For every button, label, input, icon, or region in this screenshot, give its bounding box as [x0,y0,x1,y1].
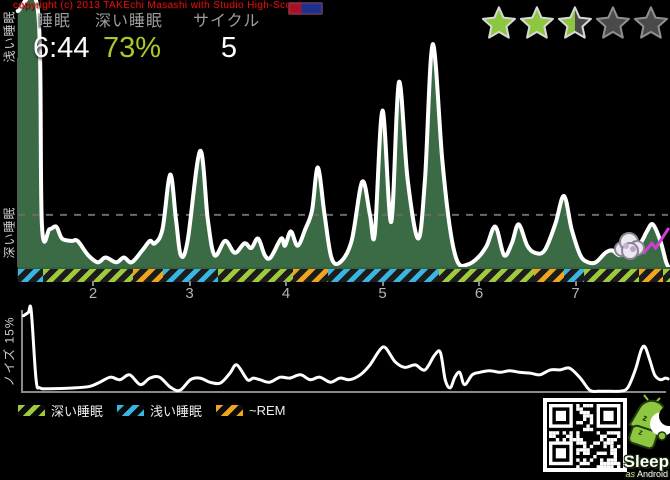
phase-segment-rem [534,269,564,282]
stat-deep-label: 深い睡眠 [95,13,164,30]
qr-code [543,398,627,472]
publisher-badge [288,2,323,15]
y-axis-light-sleep-label: 浅い睡眠 [2,10,17,63]
stat-sleep-value: 6:44 [33,32,90,64]
legend-item-rem: ~REM [216,403,286,418]
x-tick-label: 7 [571,285,580,302]
x-tick-label: 4 [281,285,291,302]
logo-subtitle: as Android [625,469,668,479]
sleep-as-android-logo: zz [628,394,670,450]
star-icon[interactable] [519,6,554,39]
x-tick [188,281,191,286]
star-icon[interactable] [481,6,516,39]
phase-segment-rem [292,269,329,282]
x-tick-label: 6 [474,285,484,302]
legend-rem-label: ~REM [249,403,286,418]
x-tick [92,281,94,286]
legend-item-light: 浅い睡眠 [117,401,202,420]
x-tick [381,281,384,286]
light-sleep-swatch-icon [117,405,145,416]
x-tick-label: 2 [88,285,98,302]
star-icon[interactable] [633,6,668,39]
logo-title: Sleep [623,452,669,471]
phase-segment-deep [584,269,640,282]
svg-text:z: z [637,427,644,437]
phase-segment-light [163,269,219,282]
deep-sleep-swatch-icon [18,405,45,416]
svg-text:z: z [641,412,649,423]
y-axis-deep-sleep-label: 深い睡眠 [2,206,17,259]
legend-light-label: 浅い睡眠 [150,404,203,419]
copyright-text: copyright (c) 2013 TAKEchi Masashi with … [13,0,302,11]
x-tick [574,281,577,286]
stat-cycles-value: 5 [220,32,238,64]
legend: 深い睡眠 浅い睡眠 ~REM [18,401,286,420]
phase-segment-rem [132,269,164,282]
x-tick [478,281,480,286]
x-tick [285,281,287,286]
phase-segment-light [17,269,43,282]
stat-cycles-label: サイクル [193,13,261,30]
stat-cycles: サイクル 5 [193,7,265,65]
star-rating[interactable] [481,3,670,48]
phase-segment-light [563,269,585,282]
legend-item-deep: 深い睡眠 [18,401,103,420]
star-icon[interactable] [595,6,630,39]
legend-deep-label: 深い睡眠 [51,404,104,419]
phase-segment-rem [639,269,664,282]
x-tick-label: 3 [185,285,194,302]
stat-sleep-label: 睡眠 [37,13,72,30]
phase-segment-deep [42,269,133,282]
star-icon[interactable] [557,6,592,39]
phase-segment-deep [439,269,534,282]
phase-segment-deep [663,269,670,282]
stat-sleep-duration: 睡眠 6:44 [33,7,89,65]
phase-segment-light [328,269,440,282]
stat-deep-value: 73% [103,32,162,64]
stat-deep-sleep: 深い睡眠 73% [95,7,163,65]
rem-swatch-icon [216,405,244,416]
phase-segment-deep [218,269,293,282]
sleep-phase-bar [17,267,670,282]
x-tick-label: 5 [378,285,387,302]
noise-axis-label: ノイズ 15% [2,316,17,387]
